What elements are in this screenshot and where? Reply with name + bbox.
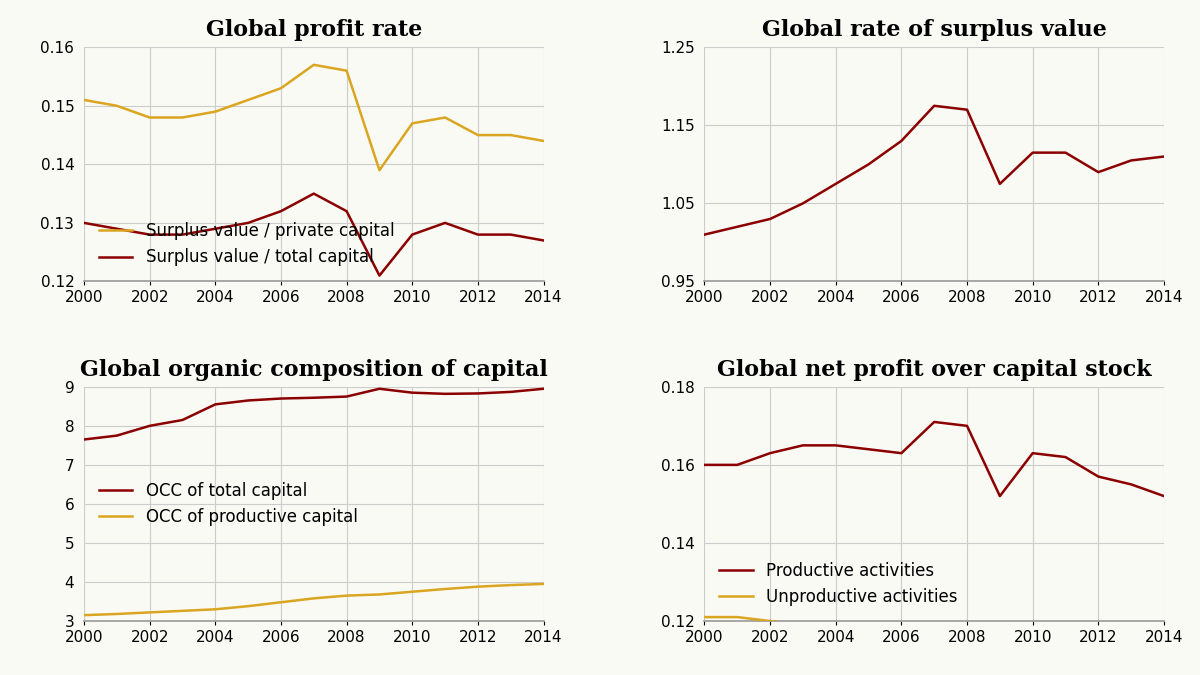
Title: Global profit rate: Global profit rate — [205, 19, 422, 41]
Title: Global rate of surplus value: Global rate of surplus value — [762, 19, 1106, 41]
Legend: Productive activities, Unproductive activities: Productive activities, Unproductive acti… — [713, 555, 965, 613]
Legend: OCC of total capital, OCC of productive capital: OCC of total capital, OCC of productive … — [92, 475, 365, 533]
Legend: Surplus value / private capital, Surplus value / total capital: Surplus value / private capital, Surplus… — [92, 215, 401, 273]
Title: Global organic composition of capital: Global organic composition of capital — [80, 358, 547, 381]
Title: Global net profit over capital stock: Global net profit over capital stock — [716, 358, 1152, 381]
